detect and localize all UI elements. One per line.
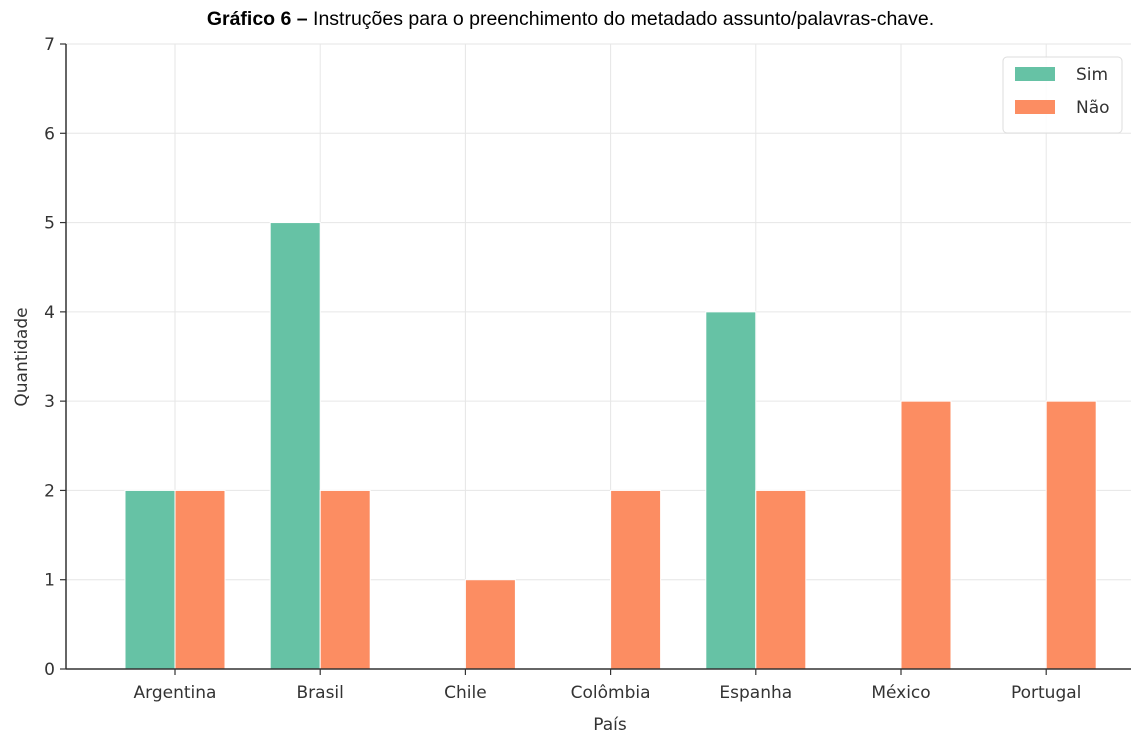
x-axis-label: País — [593, 715, 627, 735]
bar-no-argentina — [174, 489, 226, 670]
chart-title-bold: Gráfico 6 – — [206, 8, 308, 30]
legend: Sim Não — [1002, 56, 1123, 134]
grid — [66, 43, 1131, 670]
y-axis-label: Quantidade — [12, 307, 32, 406]
bar-no-méxico — [900, 400, 952, 670]
y-tick-label: 5 — [44, 214, 55, 234]
bar-no-chile — [464, 579, 516, 670]
x-tick-label-espanha: Espanha — [719, 683, 792, 703]
x-tick-label-chile: Chile — [444, 683, 487, 703]
bar-sim-espanha — [705, 311, 757, 670]
x-tick-label-brasil: Brasil — [297, 683, 344, 703]
y-tick-label: 7 — [44, 35, 55, 55]
bar-sim-argentina — [124, 489, 176, 670]
bar-no-colômbia — [610, 489, 662, 670]
legend-label-no: Não — [1076, 98, 1110, 118]
y-tick-label: 4 — [44, 303, 55, 323]
bars — [124, 222, 1097, 670]
y-tick-label: 2 — [44, 481, 55, 501]
axes — [65, 44, 1131, 670]
y-tick-label: 6 — [44, 124, 55, 144]
x-tick-label-colômbia: Colômbia — [571, 683, 651, 703]
ticks: 0 1 2 3 4 5 6 7 Argentina Brasil Chile Colômbia Espa… — [44, 35, 1081, 703]
legend-swatch-sim — [1015, 67, 1055, 81]
legend-label-sim: Sim — [1076, 65, 1108, 85]
y-tick-label: 0 — [44, 660, 55, 680]
chart-title-rest: Instruções para o preenchimento do metad… — [307, 8, 935, 30]
y-tick-label: 1 — [44, 571, 55, 591]
bar-no-espanha — [755, 489, 807, 670]
bar-no-portugal — [1045, 400, 1097, 670]
x-tick-label-portugal: Portugal — [1011, 683, 1081, 703]
chart-title: Gráfico 6 – Instruções para o preenchime… — [0, 8, 1141, 31]
bar-no-brasil — [319, 489, 371, 670]
legend-swatch-no — [1015, 100, 1055, 114]
bar-sim-brasil — [269, 222, 321, 670]
x-tick-label-argentina: Argentina — [134, 683, 217, 703]
y-tick-label: 3 — [44, 392, 55, 412]
x-tick-label-méxico: México — [871, 683, 930, 703]
